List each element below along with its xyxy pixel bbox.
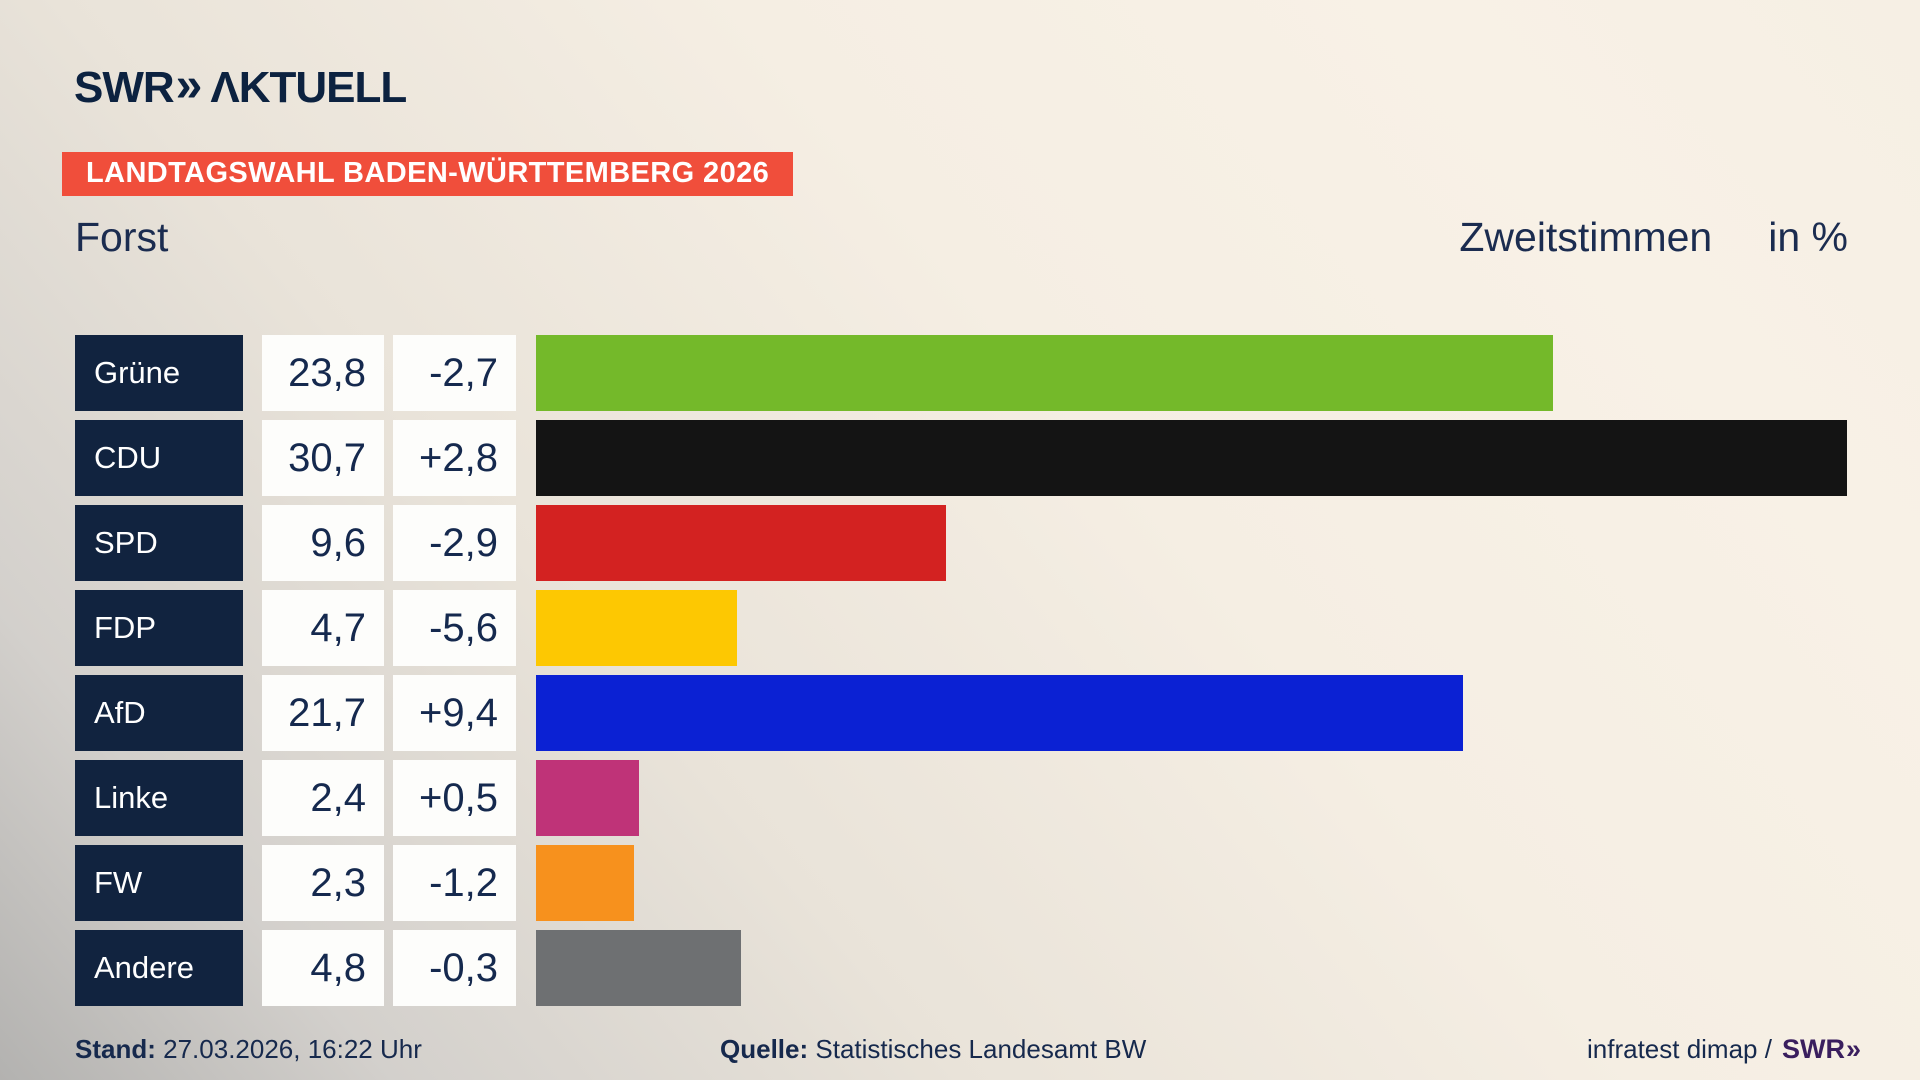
party-value: 2,3 (310, 860, 366, 905)
party-change-box: -5,6 (393, 590, 516, 666)
party-change-box: -2,7 (393, 335, 516, 411)
party-name: AfD (94, 695, 146, 730)
result-bar (536, 845, 635, 921)
party-change-box: +0,5 (393, 760, 516, 836)
party-change: +0,5 (419, 775, 498, 820)
bar-track (536, 845, 1856, 921)
bar-track (536, 675, 1856, 751)
party-value: 4,8 (310, 945, 366, 990)
table-row: Linke 2,4 +0,5 (75, 760, 1856, 836)
party-label-box: Linke (75, 760, 243, 836)
party-change: -5,6 (429, 605, 498, 650)
bar-track (536, 420, 1856, 496)
party-name: FW (94, 865, 143, 900)
party-change-box: -2,9 (393, 505, 516, 581)
stand-value: 27.03.2026, 16:22 Uhr (163, 1034, 422, 1064)
party-label-box: AfD (75, 675, 243, 751)
result-bar (536, 930, 742, 1006)
chevrons-icon: » (1845, 1034, 1861, 1064)
table-row: FW 2,3 -1,2 (75, 845, 1856, 921)
footer: Stand: 27.03.2026, 16:22 Uhr Quelle: Sta… (0, 1034, 1920, 1074)
result-bar (536, 420, 1848, 496)
party-value: 21,7 (288, 690, 366, 735)
credit-logo-swr: SWR (1781, 1034, 1845, 1064)
party-value-box: 4,8 (262, 930, 384, 1006)
chart-header: Forst Zweitstimmen in % (75, 214, 1848, 261)
result-bar (536, 675, 1463, 751)
party-value: 9,6 (310, 520, 366, 565)
measure-header: Zweitstimmen in % (1459, 214, 1848, 261)
result-bar (536, 505, 947, 581)
logo-aktuell-text: ΛKTUELL (210, 62, 407, 112)
contest-banner-text: LANDTAGSWAHL BADEN-WÜRTTEMBERG 2026 (86, 156, 770, 189)
source-value: Statistisches Landesamt BW (815, 1034, 1147, 1064)
party-change-box: -1,2 (393, 845, 516, 921)
party-label-box: CDU (75, 420, 243, 496)
stand-label: Stand: (75, 1034, 156, 1064)
party-value: 4,7 (310, 605, 366, 650)
party-change: +9,4 (419, 690, 498, 735)
party-change: -2,7 (429, 350, 498, 395)
party-value-box: 21,7 (262, 675, 384, 751)
result-bar (536, 760, 639, 836)
party-name: FDP (94, 610, 156, 645)
party-change: -2,9 (429, 520, 498, 565)
table-row: SPD 9,6 -2,9 (75, 505, 1856, 581)
bar-track (536, 590, 1856, 666)
party-name: Linke (94, 780, 169, 815)
party-change-box: -0,3 (393, 930, 516, 1006)
bar-track (536, 335, 1856, 411)
party-value-box: 30,7 (262, 420, 384, 496)
municipality-title: Forst (75, 214, 169, 260)
unit-label: in % (1768, 214, 1848, 260)
party-change-box: +9,4 (393, 675, 516, 751)
party-value-box: 9,6 (262, 505, 384, 581)
party-value-box: 2,3 (262, 845, 384, 921)
party-value-box: 4,7 (262, 590, 384, 666)
contest-banner: LANDTAGSWAHL BADEN-WÜRTTEMBERG 2026 (62, 152, 794, 196)
table-row: CDU 30,7 +2,8 (75, 420, 1856, 496)
source-note: Quelle: Statistisches Landesamt BW (720, 1034, 1146, 1065)
table-row: AfD 21,7 +9,4 (75, 675, 1856, 751)
party-change-box: +2,8 (393, 420, 516, 496)
party-value-box: 2,4 (262, 760, 384, 836)
stand-timestamp: Stand: 27.03.2026, 16:22 Uhr (75, 1034, 422, 1065)
party-change: -0,3 (429, 945, 498, 990)
party-label-box: FDP (75, 590, 243, 666)
party-label-box: SPD (75, 505, 243, 581)
bar-track (536, 505, 1856, 581)
party-name: Andere (94, 950, 194, 985)
party-change: +2,8 (419, 435, 498, 480)
party-value: 30,7 (288, 435, 366, 480)
credit-text: infratest dimap / (1586, 1034, 1772, 1064)
party-value: 23,8 (288, 350, 366, 395)
party-value: 2,4 (310, 775, 366, 820)
party-label-box: Grüne (75, 335, 243, 411)
party-name: SPD (94, 525, 158, 560)
measure-label: Zweitstimmen (1459, 214, 1713, 260)
result-bar (536, 590, 737, 666)
bar-track (536, 930, 1856, 1006)
results-table: Grüne 23,8 -2,7 CDU 30,7 +2,8 SPD 9,6 -2… (75, 335, 1856, 1006)
party-change: -1,2 (429, 860, 498, 905)
logo-swr-text: SWR (74, 62, 175, 112)
party-name: Grüne (94, 355, 181, 390)
source-label: Quelle: (720, 1034, 809, 1064)
swr-aktuell-logo: SWR» ΛKTUELL (74, 58, 407, 117)
table-row: Andere 4,8 -0,3 (75, 930, 1856, 1006)
table-row: Grüne 23,8 -2,7 (75, 335, 1856, 411)
swr-credit-logo: SWR» (1781, 1034, 1861, 1065)
result-bar (536, 335, 1553, 411)
table-row: FDP 4,7 -5,6 (75, 590, 1856, 666)
party-label-box: FW (75, 845, 243, 921)
credit-note: infratest dimap / SWR» (1586, 1034, 1861, 1065)
chevrons-icon: » (175, 59, 203, 112)
party-label-box: Andere (75, 930, 243, 1006)
party-name: CDU (94, 440, 162, 475)
bar-track (536, 760, 1856, 836)
party-value-box: 23,8 (262, 335, 384, 411)
